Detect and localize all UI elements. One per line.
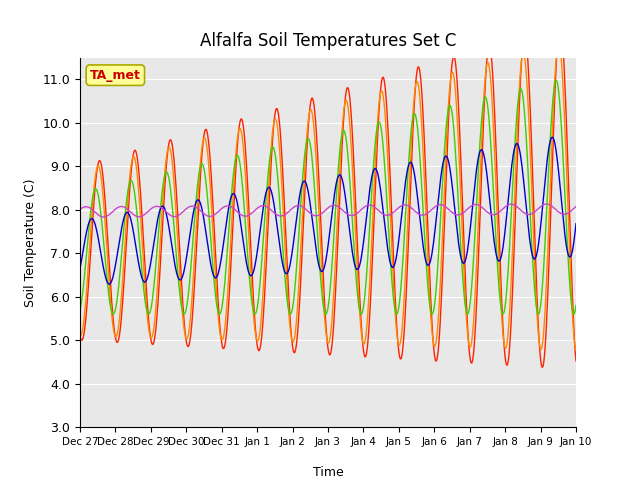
-16cm <box>365 190 373 195</box>
Line: -4cm: -4cm <box>80 44 576 350</box>
-4cm <box>76 333 84 338</box>
-2cm <box>99 173 107 179</box>
-32cm <box>99 214 107 220</box>
-16cm <box>216 262 224 267</box>
-8cm <box>109 311 117 317</box>
-2cm <box>538 364 546 370</box>
Line: -8cm: -8cm <box>80 80 576 314</box>
-2cm <box>348 118 355 124</box>
-4cm <box>216 326 223 332</box>
-4cm <box>477 157 484 163</box>
-32cm <box>100 214 108 220</box>
-8cm <box>477 118 485 123</box>
-4cm <box>572 348 580 353</box>
-2cm <box>477 191 484 196</box>
-32cm <box>543 201 550 207</box>
Line: -2cm: -2cm <box>80 25 576 367</box>
-16cm <box>99 262 107 268</box>
-8cm <box>415 139 422 144</box>
Title: Alfalfa Soil Temperatures Set C: Alfalfa Soil Temperatures Set C <box>200 33 456 50</box>
-16cm <box>415 205 422 211</box>
-8cm <box>216 311 224 316</box>
-32cm <box>349 213 356 218</box>
-2cm <box>216 319 223 324</box>
-16cm <box>572 221 580 227</box>
-2cm <box>76 333 84 339</box>
-4cm <box>365 299 372 304</box>
Line: -16cm: -16cm <box>80 137 576 284</box>
-16cm <box>106 281 113 287</box>
-16cm <box>548 134 556 140</box>
-8cm <box>76 307 84 312</box>
-2cm <box>365 330 372 336</box>
-8cm <box>99 231 107 237</box>
Line: -32cm: -32cm <box>80 204 576 217</box>
-2cm <box>414 64 422 70</box>
-8cm <box>572 302 580 308</box>
-32cm <box>415 211 422 217</box>
-2cm <box>556 23 564 28</box>
-16cm <box>76 265 84 271</box>
-32cm <box>365 202 373 208</box>
-16cm <box>477 147 485 153</box>
-4cm <box>99 191 107 197</box>
-8cm <box>365 229 373 235</box>
-32cm <box>76 206 84 212</box>
-32cm <box>216 207 224 213</box>
-2cm <box>572 358 580 364</box>
Y-axis label: Soil Temperature (C): Soil Temperature (C) <box>24 178 37 307</box>
-8cm <box>349 217 356 223</box>
-4cm <box>348 150 355 156</box>
-32cm <box>572 204 580 209</box>
Text: TA_met: TA_met <box>90 69 141 82</box>
-32cm <box>477 204 485 210</box>
-8cm <box>552 77 560 83</box>
-16cm <box>349 250 356 255</box>
-4cm <box>555 41 563 47</box>
-4cm <box>414 81 422 86</box>
X-axis label: Time: Time <box>312 467 344 480</box>
